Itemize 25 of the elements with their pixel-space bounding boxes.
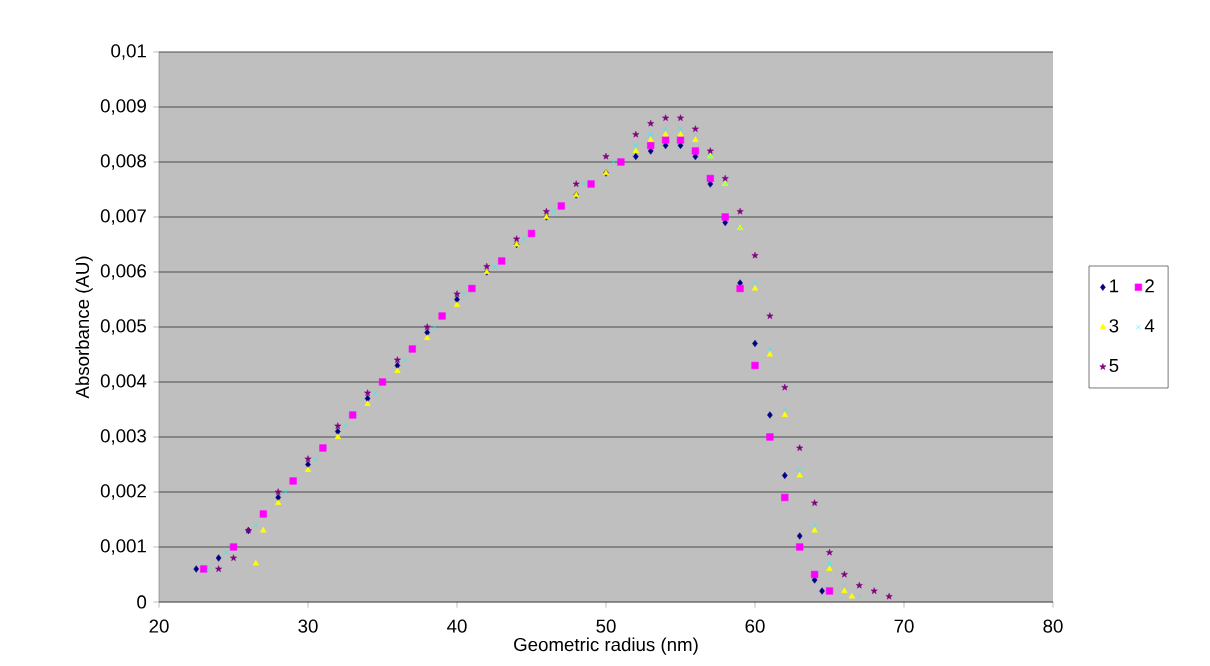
y-tick-label: 0,01: [111, 44, 146, 60]
x-tick-label: 80: [1043, 619, 1063, 633]
x-tick-label: 40: [447, 619, 467, 633]
y-tick-label: 0,004: [100, 374, 147, 390]
x-tick-label: 50: [596, 619, 616, 633]
x-axis-title: Geometric radius (nm): [514, 637, 698, 655]
y-tick-label: 0: [137, 595, 147, 609]
y-tick-label: 0,007: [100, 209, 146, 225]
x-tick-label: 30: [298, 619, 318, 633]
legend-label: 2: [1145, 279, 1154, 293]
y-tick-label: 0,006: [100, 264, 146, 280]
y-tick-label: 0,008: [100, 154, 147, 170]
x-tick-label: 70: [894, 619, 914, 633]
legend-label: 5: [1109, 359, 1119, 373]
x-tick-label: 60: [745, 619, 765, 633]
y-tick-label: 0,002: [100, 484, 146, 500]
legend-label: 4: [1144, 319, 1155, 333]
y-tick-label: 0,001: [100, 539, 146, 555]
y-tick-label: 0,003: [100, 429, 146, 445]
y-axis-title: Absorbance (AU): [75, 256, 93, 399]
y-tick-label: 0,005: [100, 319, 147, 335]
x-tick-label: 20: [149, 619, 169, 633]
y-tick-label: 0,009: [100, 99, 146, 115]
legend-label: 3: [1109, 319, 1119, 333]
legend-label: 1: [1110, 279, 1119, 293]
